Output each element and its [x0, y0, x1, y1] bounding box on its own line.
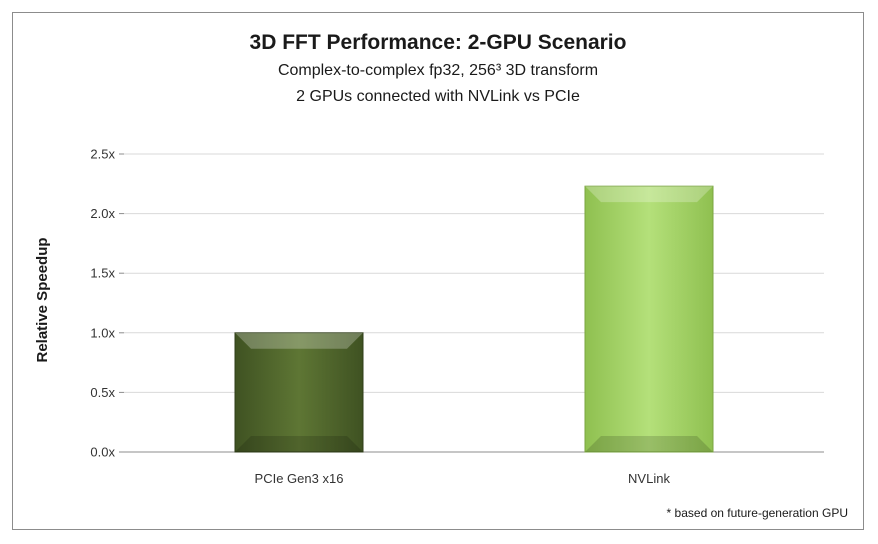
y-tick-label: 2.5x: [90, 147, 115, 162]
bar-body: [234, 332, 364, 453]
chart-footnote: * based on future-generation GPU: [666, 506, 848, 520]
chart-subtitle-2: 2 GPUs connected with NVLink vs PCIe: [296, 88, 580, 105]
y-tick-label: 0.0x: [90, 445, 115, 460]
bar-bevel-bottom: [235, 436, 363, 452]
bar-body: [584, 185, 714, 453]
bar-pcie: [234, 332, 364, 453]
chart-frame: [12, 12, 864, 530]
y-tick-label: 0.5x: [90, 385, 115, 400]
x-category-label: NVLink: [628, 471, 670, 486]
y-tick-label: 1.0x: [90, 325, 115, 340]
bar-bevel-top: [585, 186, 713, 203]
chart-subtitle-1: Complex-to-complex fp32, 256³ 3D transfo…: [277, 62, 599, 79]
bar-nvlink: [584, 185, 714, 453]
x-category-label: PCIe Gen3 x16: [255, 471, 344, 486]
y-axis-label: Relative Speedup: [34, 237, 51, 362]
chart-title: 3D FFT Performance: 2-GPU Scenario: [249, 31, 627, 54]
y-tick-label: 1.5x: [90, 266, 115, 281]
chart-header: 3D FFT Performance: 2-GPU Scenario Compl…: [0, 28, 876, 110]
bar-bevel-top: [235, 332, 363, 349]
y-tick-label: 2.0x: [90, 206, 115, 221]
bar-bevel-bottom: [585, 436, 713, 452]
